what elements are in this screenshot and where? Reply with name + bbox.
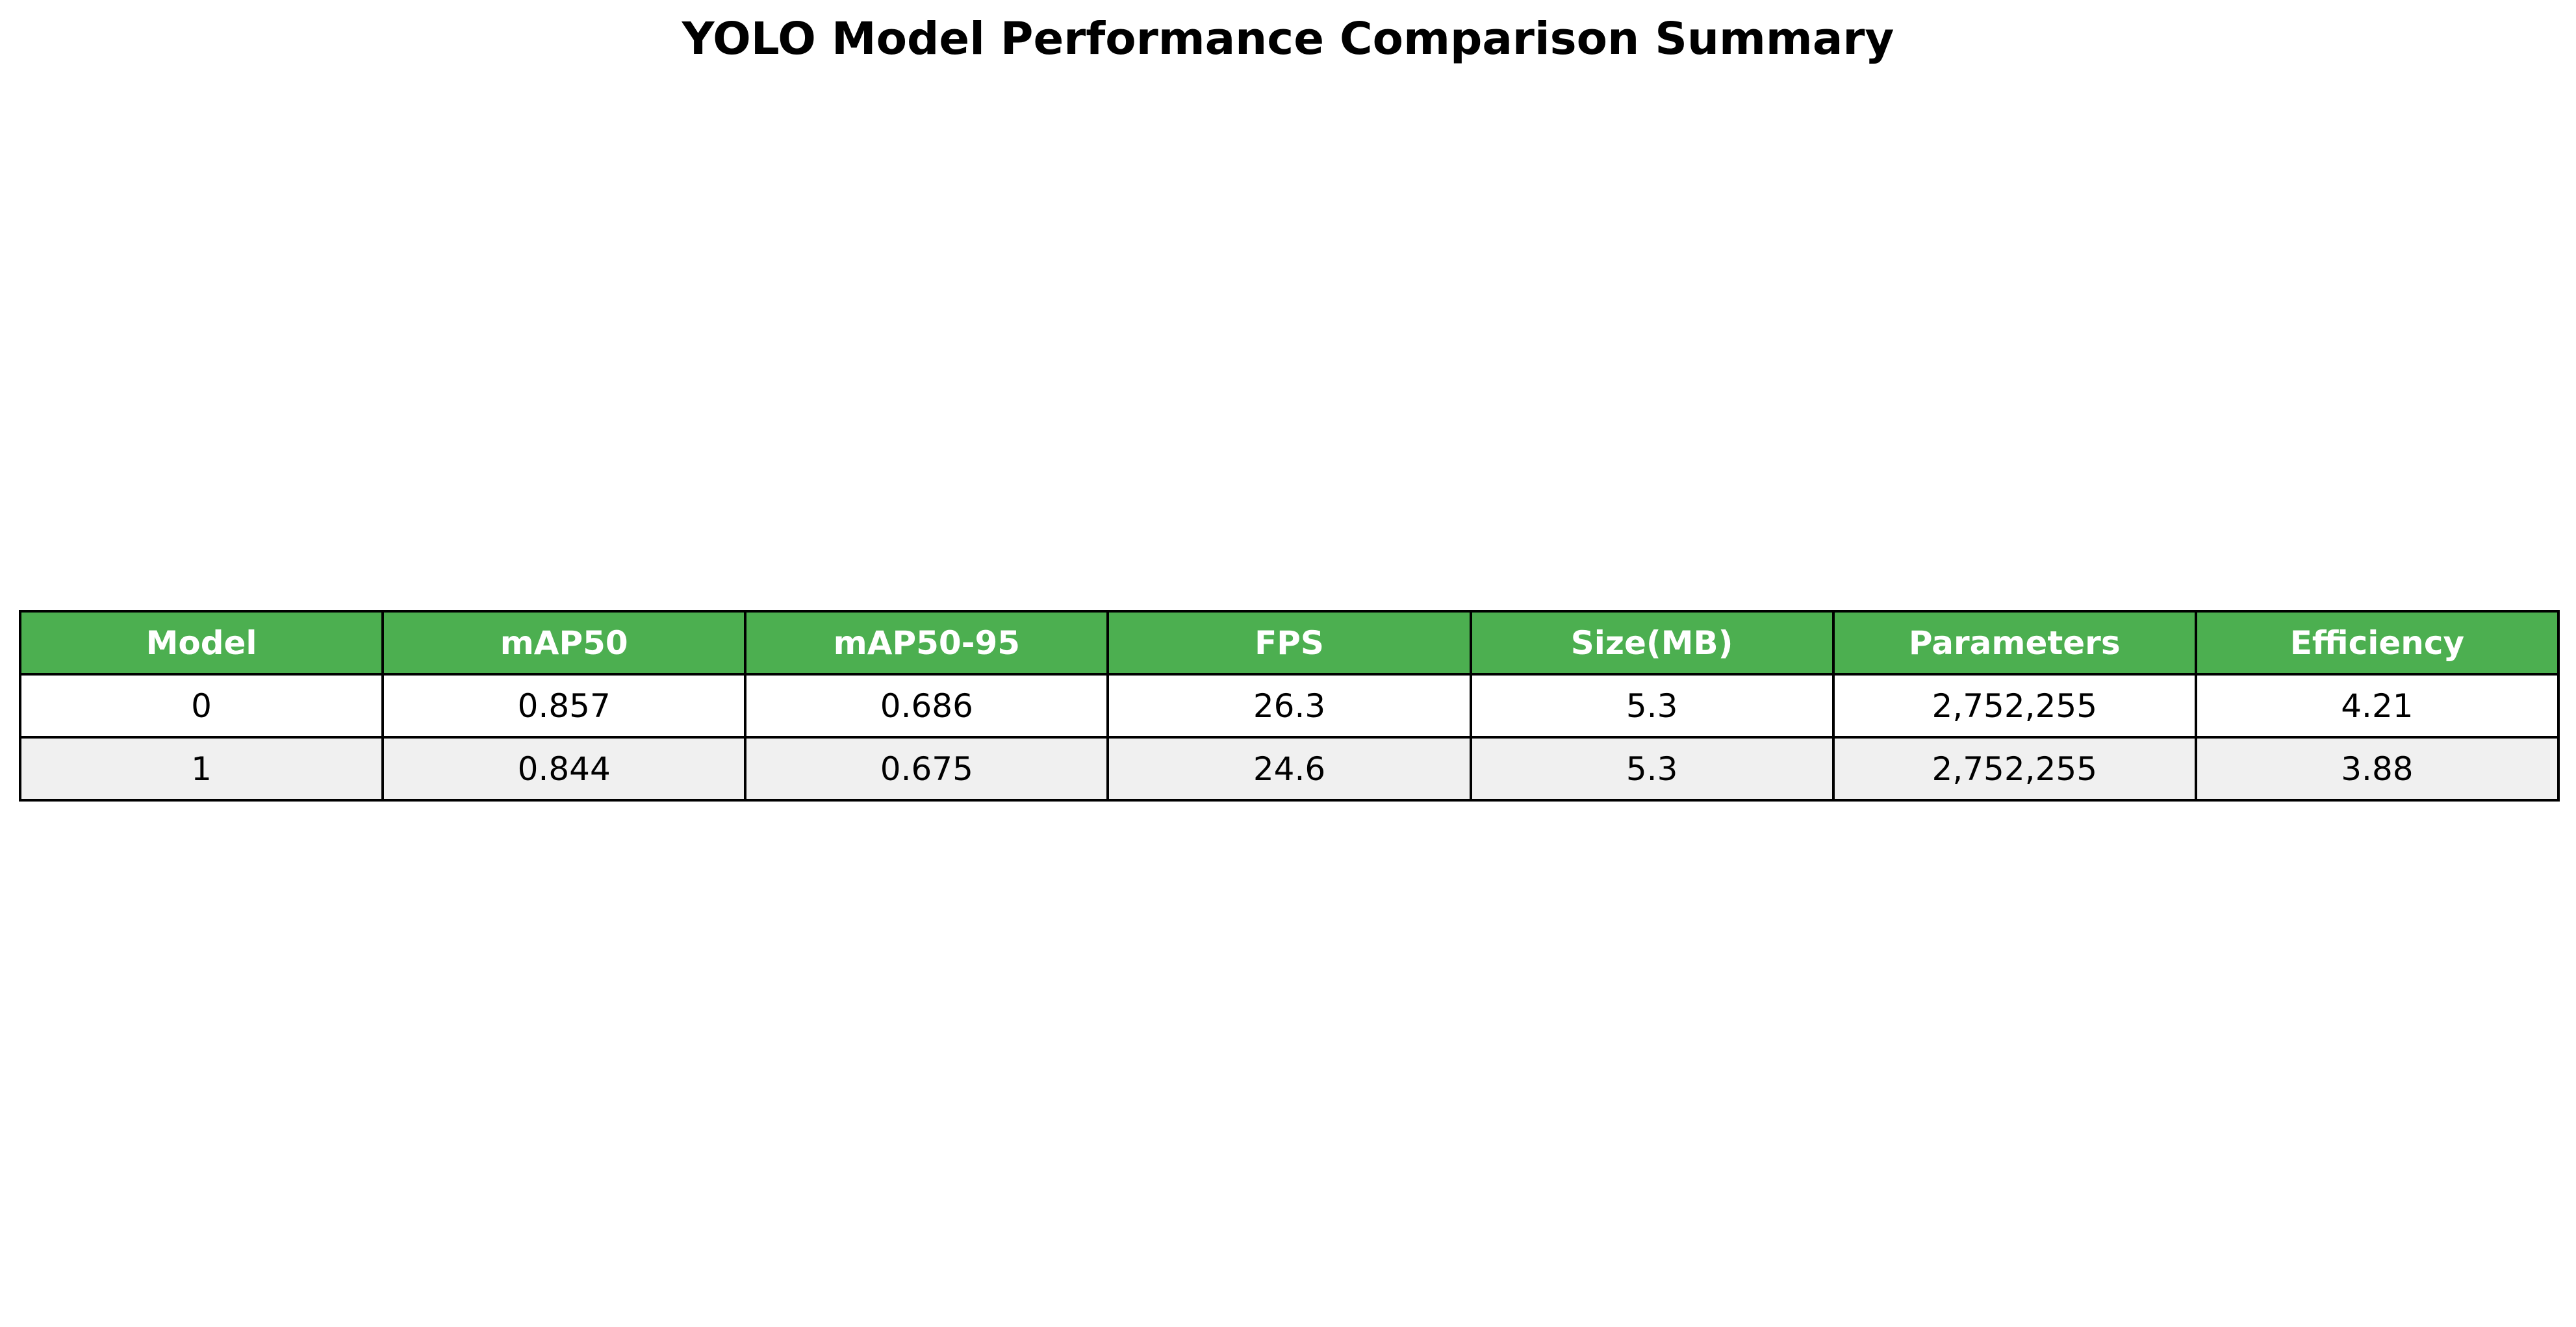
column-header-map50-95: mAP50-95 bbox=[744, 610, 1110, 676]
column-header-efficiency: Efficiency bbox=[2194, 610, 2560, 676]
cell-map50-95: 0.686 bbox=[744, 673, 1110, 739]
cell-map50: 0.844 bbox=[381, 736, 747, 802]
cell-model: 0 bbox=[18, 673, 385, 739]
column-header-map50: mAP50 bbox=[381, 610, 747, 676]
column-header-fps: FPS bbox=[1106, 610, 1472, 676]
header-row: Model mAP50 mAP50-95 FPS Size(MB) Parame… bbox=[18, 610, 2560, 676]
cell-size-mb: 5.3 bbox=[1469, 673, 1835, 739]
column-header-model: Model bbox=[18, 610, 385, 676]
cell-efficiency: 4.21 bbox=[2194, 673, 2560, 739]
cell-parameters: 2,752,255 bbox=[1831, 673, 2197, 739]
column-header-parameters: Parameters bbox=[1831, 610, 2197, 676]
cell-map50: 0.857 bbox=[381, 673, 747, 739]
cell-parameters: 2,752,255 bbox=[1831, 736, 2197, 802]
table-row: 0 0.857 0.686 26.3 5.3 2,752,255 4.21 bbox=[18, 673, 2560, 739]
cell-efficiency: 3.88 bbox=[2194, 736, 2560, 802]
cell-fps: 26.3 bbox=[1106, 673, 1472, 739]
cell-map50-95: 0.675 bbox=[744, 736, 1110, 802]
cell-fps: 24.6 bbox=[1106, 736, 1472, 802]
table-row: 1 0.844 0.675 24.6 5.3 2,752,255 3.88 bbox=[18, 736, 2560, 802]
cell-model: 1 bbox=[18, 736, 385, 802]
chart-title: YOLO Model Performance Comparison Summar… bbox=[682, 13, 1894, 65]
performance-summary-table: Model mAP50 mAP50-95 FPS Size(MB) Parame… bbox=[18, 610, 2560, 802]
column-header-size-mb: Size(MB) bbox=[1469, 610, 1835, 676]
cell-size-mb: 5.3 bbox=[1469, 736, 1835, 802]
